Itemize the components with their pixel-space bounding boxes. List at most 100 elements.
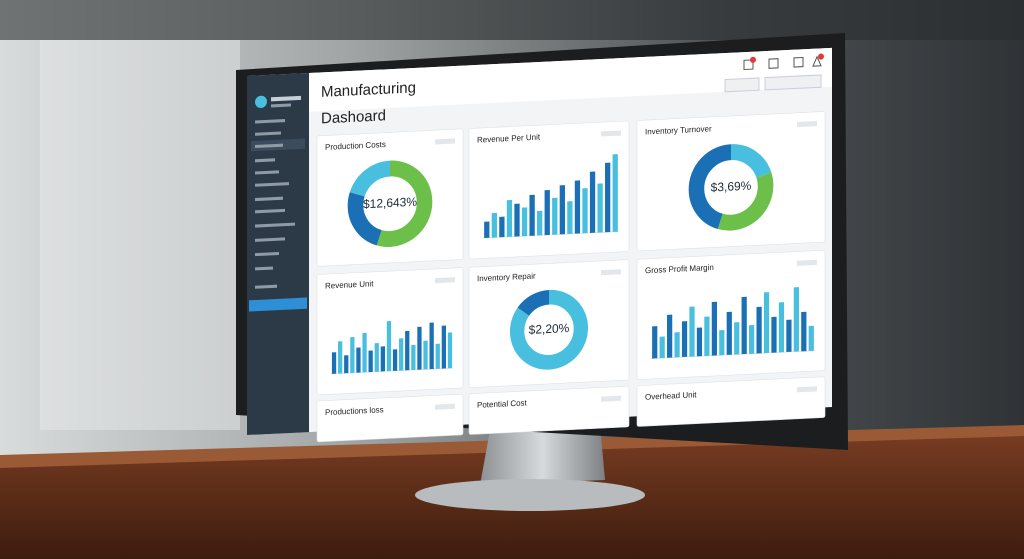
- bar: [344, 355, 349, 374]
- icon[interactable]: [743, 59, 754, 71]
- top-icons: [743, 53, 824, 71]
- menu-item[interactable]: [255, 251, 279, 257]
- bar: [726, 311, 732, 355]
- bar: [689, 306, 695, 357]
- bar: [429, 322, 434, 370]
- icon[interactable]: [793, 56, 804, 68]
- top-button[interactable]: [724, 77, 760, 93]
- icon[interactable]: [768, 58, 779, 69]
- menu-button[interactable]: [249, 297, 307, 312]
- card-menu[interactable]: [797, 386, 817, 393]
- menu-item[interactable]: [255, 284, 277, 289]
- bar: [374, 343, 379, 372]
- menu-item[interactable]: [255, 119, 285, 124]
- sidebar-line: [271, 95, 301, 102]
- bar: [756, 306, 762, 354]
- card-menu[interactable]: [435, 403, 455, 410]
- card-title: Production Costs: [325, 140, 386, 152]
- bar: [484, 221, 490, 239]
- bar: [704, 316, 710, 356]
- top-button[interactable]: [764, 74, 822, 91]
- card: [636, 376, 826, 427]
- bar: [386, 321, 392, 372]
- menu-item[interactable]: [255, 196, 283, 202]
- card-menu[interactable]: [435, 277, 455, 284]
- menu-item[interactable]: [255, 237, 285, 242]
- page-title: Manufacturing: [321, 79, 416, 101]
- card-menu[interactable]: [601, 269, 621, 276]
- donut-center: $12,643%: [363, 195, 417, 212]
- bar: [499, 216, 505, 238]
- menu-item[interactable]: [255, 266, 273, 271]
- bar: [338, 341, 343, 374]
- bar: [350, 337, 355, 373]
- menu-item[interactable]: [255, 182, 289, 187]
- icon[interactable]: [812, 55, 822, 67]
- bar: [741, 296, 747, 355]
- bar: [331, 352, 337, 374]
- sidebar-line: [271, 103, 291, 108]
- card: [468, 385, 630, 435]
- menu-item[interactable]: [255, 143, 283, 149]
- card-title: Inventory Turnover: [645, 124, 712, 136]
- menu-item[interactable]: [255, 158, 275, 163]
- card-title: Inventory Repair: [477, 271, 536, 283]
- top-bar: [309, 47, 832, 112]
- logo: [255, 95, 267, 108]
- card-menu[interactable]: [797, 121, 817, 128]
- bar: [808, 325, 814, 351]
- bar: [597, 183, 603, 233]
- bar: [778, 302, 785, 353]
- screen: Manufacturing Dashoard Production Costs $…: [247, 47, 832, 443]
- card-title: Revenue Unit: [325, 279, 374, 290]
- donut-center: $3,69%: [711, 179, 752, 195]
- stand-base: [415, 479, 645, 511]
- bar: [417, 326, 422, 370]
- bar: [711, 301, 717, 356]
- bar: [399, 338, 404, 371]
- window: [40, 40, 240, 430]
- card-menu[interactable]: [601, 395, 621, 402]
- bar: [552, 197, 558, 235]
- donut-segment: [688, 144, 774, 231]
- bar: [491, 212, 497, 238]
- bar: [435, 343, 440, 369]
- bar: [544, 189, 550, 236]
- bar: [793, 287, 799, 352]
- badge: [818, 53, 824, 60]
- card: [316, 393, 464, 443]
- menu-item[interactable]: [255, 222, 295, 228]
- bar: [681, 321, 688, 358]
- bar: [574, 180, 581, 234]
- card-title: Productions loss: [325, 405, 384, 417]
- card-title: Gross Profit Margin: [645, 263, 714, 275]
- donut-segment: [688, 144, 774, 231]
- card-menu[interactable]: [435, 138, 455, 145]
- bar: [771, 316, 777, 353]
- bar: [537, 210, 543, 236]
- menu-item[interactable]: [255, 170, 279, 175]
- bar: [801, 311, 807, 352]
- menu-item[interactable]: [255, 208, 285, 214]
- bar: [423, 340, 428, 370]
- bar: [667, 314, 673, 358]
- bar: [734, 322, 740, 355]
- bar: [362, 332, 367, 373]
- menu-item[interactable]: [255, 131, 281, 136]
- bar: [392, 349, 398, 371]
- card-menu[interactable]: [601, 130, 621, 137]
- badge: [750, 56, 756, 63]
- page-title: Dashoard: [321, 107, 386, 127]
- bar: [659, 336, 665, 359]
- card: [316, 128, 464, 267]
- bar: [589, 171, 596, 233]
- bar: [786, 319, 792, 353]
- monitor-stand: [480, 425, 605, 485]
- bar: [652, 326, 658, 359]
- bar: [696, 327, 703, 357]
- donut-center: $2,20%: [529, 321, 570, 337]
- card-menu[interactable]: [797, 259, 817, 266]
- bar: [506, 199, 513, 237]
- bar: [447, 332, 453, 369]
